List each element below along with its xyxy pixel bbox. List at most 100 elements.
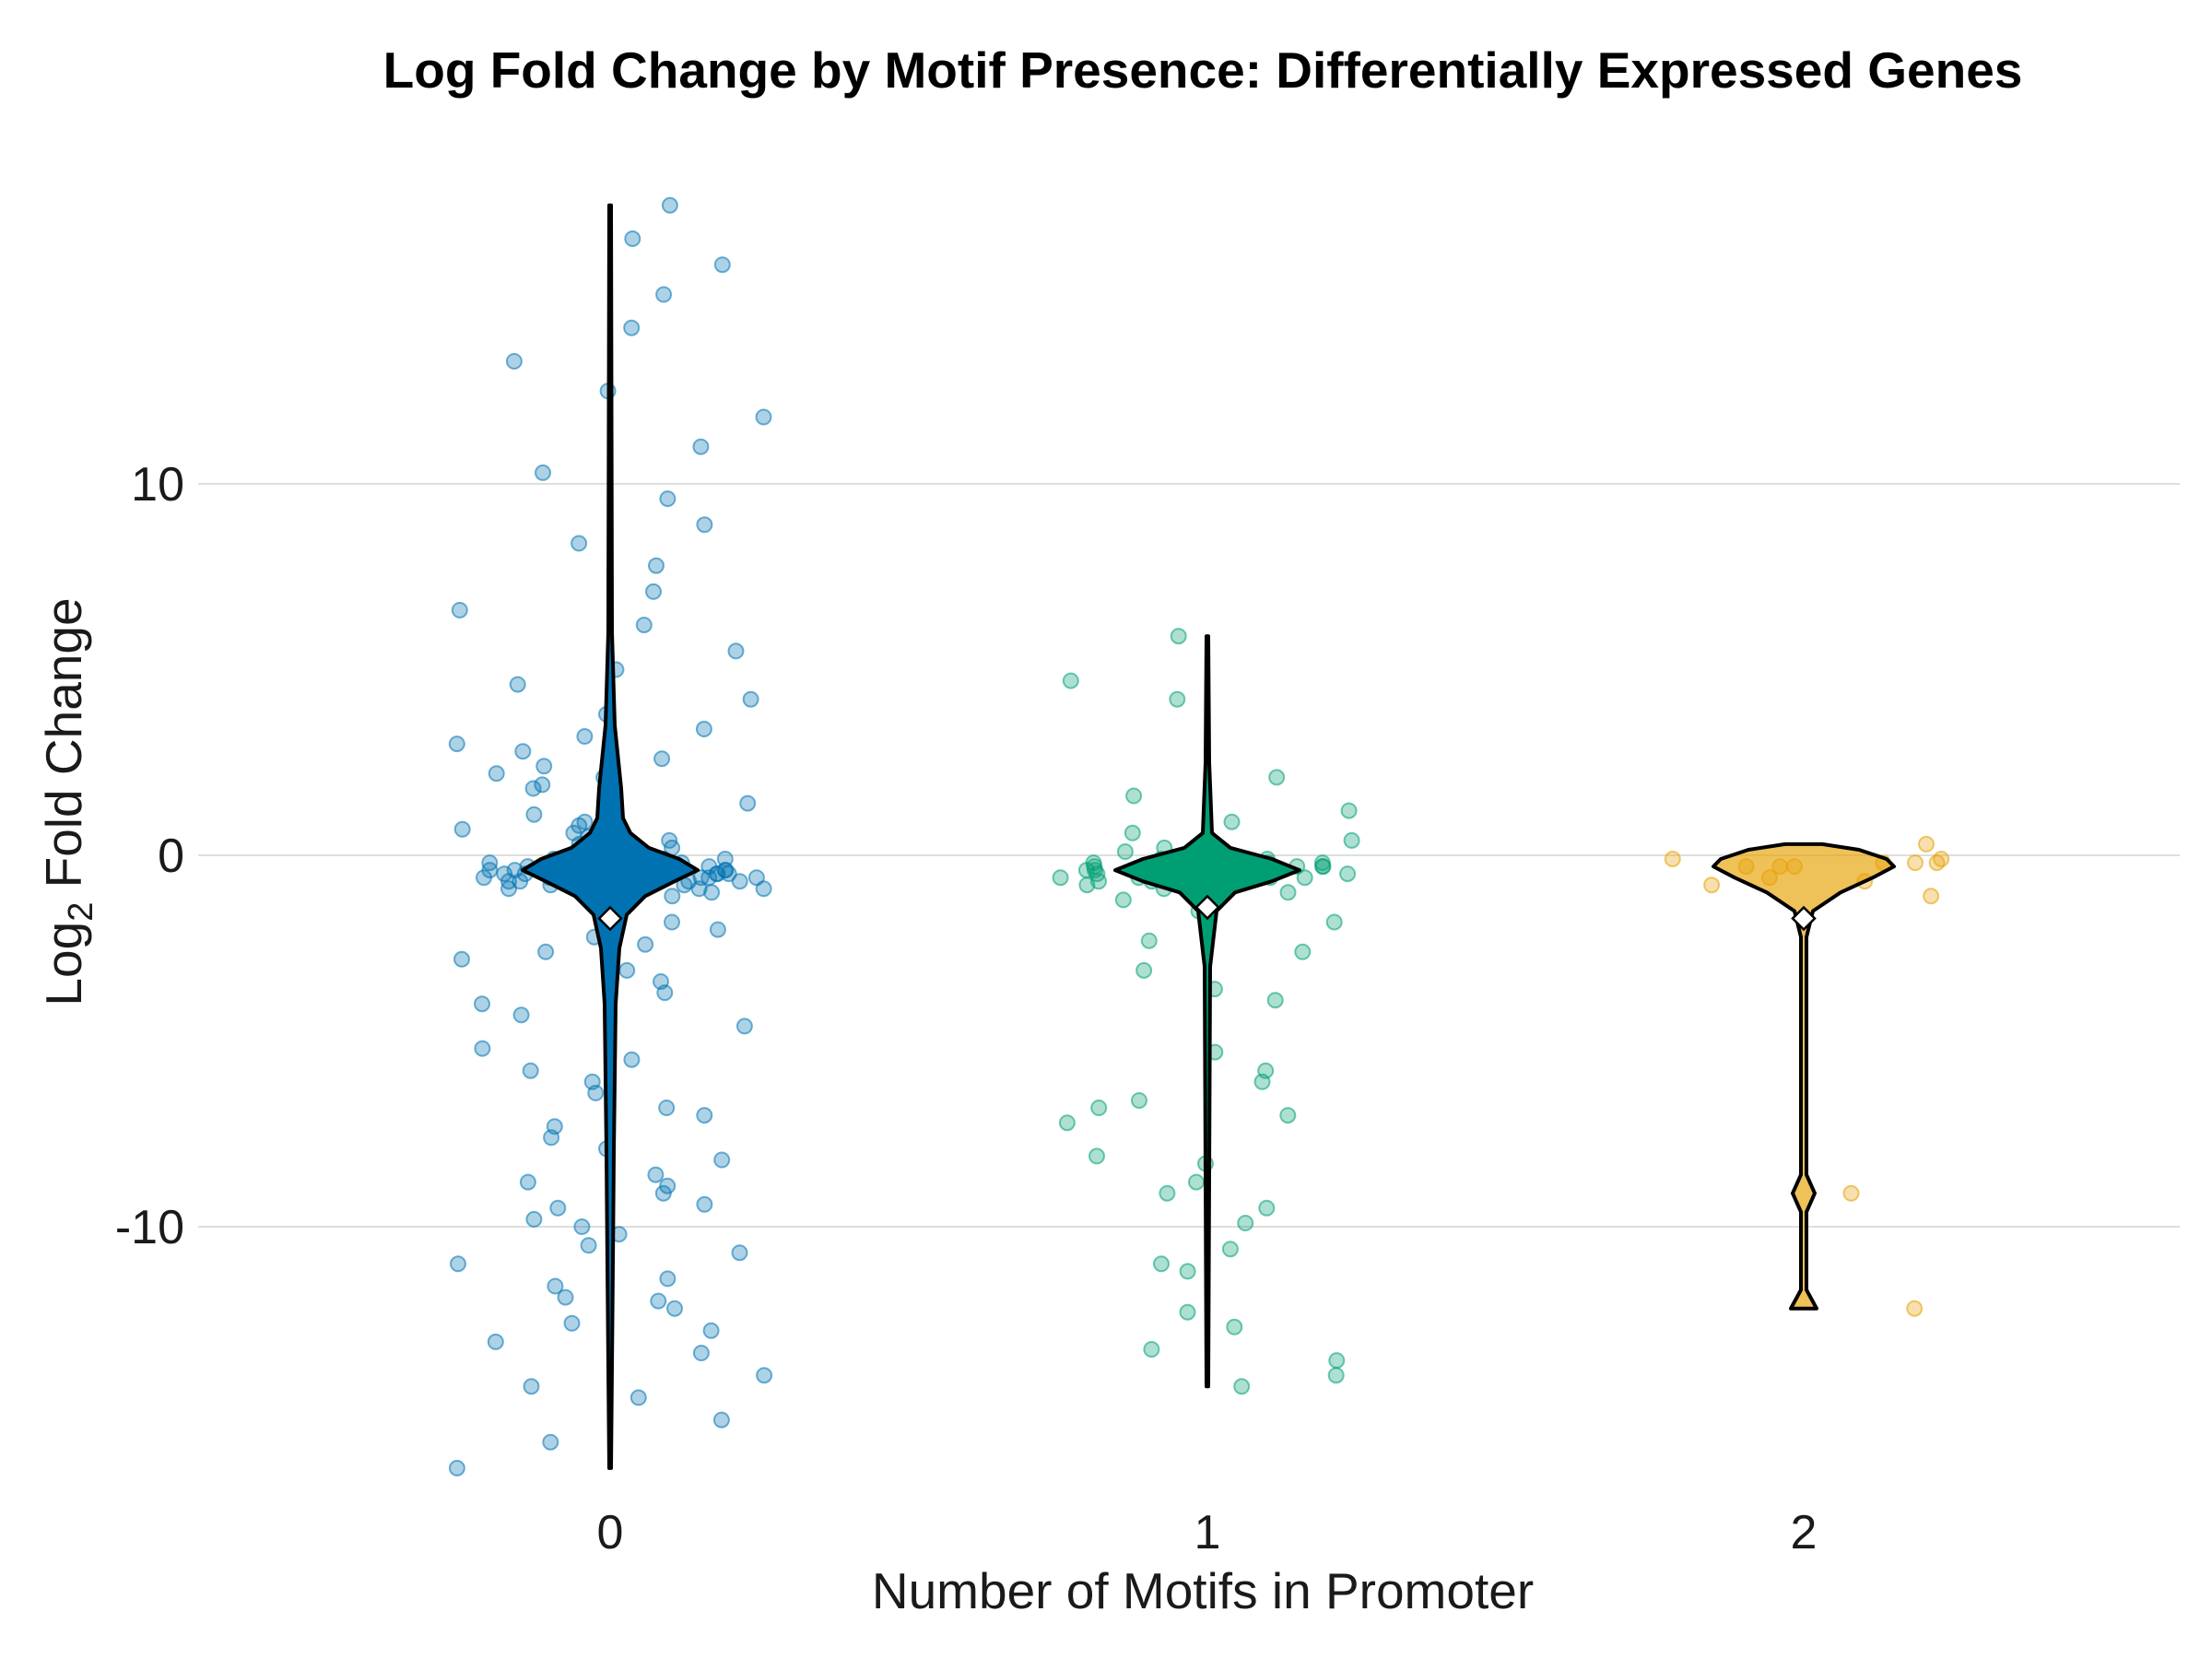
data-point	[664, 888, 681, 905]
data-point	[453, 950, 470, 968]
x-tick-label: 0	[597, 1506, 624, 1559]
data-point	[709, 921, 726, 938]
data-point	[1340, 802, 1358, 819]
data-point	[1253, 1073, 1271, 1090]
data-point	[487, 1333, 504, 1350]
data-point	[747, 869, 765, 887]
data-point	[1135, 961, 1153, 979]
data-point	[1226, 1318, 1243, 1335]
data-point	[1933, 851, 1950, 867]
data-point	[563, 1314, 581, 1332]
data-point	[1339, 865, 1357, 883]
data-point	[756, 1367, 773, 1384]
data-point	[537, 943, 555, 960]
data-point	[1328, 1352, 1346, 1370]
data-point	[1087, 862, 1103, 879]
data-point	[655, 286, 673, 303]
data-point	[1842, 1184, 1860, 1202]
data-point	[448, 1459, 465, 1477]
data-point	[1077, 862, 1095, 879]
y-axis-title-subscript: 2	[62, 902, 100, 922]
data-point	[696, 516, 713, 534]
violin-1	[1113, 634, 1301, 1389]
data-point	[1327, 1367, 1345, 1384]
data-point	[525, 1210, 543, 1228]
data-point	[656, 984, 674, 1002]
data-point	[1664, 851, 1681, 867]
data-point	[755, 408, 772, 426]
data-point	[666, 1300, 683, 1317]
y-tick-label: 0	[158, 830, 184, 883]
data-point	[1088, 1147, 1105, 1165]
data-point	[618, 961, 636, 979]
data-point	[505, 353, 523, 370]
data-point	[659, 490, 677, 508]
data-point	[1279, 884, 1297, 901]
data-point	[637, 935, 654, 953]
data-point	[692, 438, 710, 455]
data-point	[731, 873, 748, 890]
data-point	[523, 1378, 540, 1395]
data-point	[635, 617, 653, 634]
data-point	[535, 464, 551, 481]
data-point	[476, 869, 492, 887]
data-point	[1058, 1114, 1076, 1132]
data-point	[500, 880, 517, 898]
x-tick-label: 2	[1791, 1506, 1818, 1559]
data-point	[547, 1277, 564, 1295]
data-point	[1052, 869, 1069, 887]
y-axis-title: Log2 Fold Change	[35, 597, 100, 1006]
data-point	[557, 1288, 574, 1306]
data-point	[624, 230, 641, 247]
data-point	[1279, 1107, 1297, 1124]
data-point	[648, 557, 665, 574]
data-point	[453, 820, 471, 838]
data-point	[702, 1322, 720, 1339]
data-point	[1188, 1173, 1205, 1191]
data-point	[1179, 1303, 1196, 1321]
x-axis-ticks: 0 1 2	[597, 1506, 1818, 1559]
data-point	[1131, 1092, 1147, 1109]
violins-layer	[521, 203, 1896, 1470]
data-point	[1906, 1300, 1924, 1317]
data-point	[1296, 869, 1313, 887]
data-point	[1125, 787, 1143, 805]
data-point	[580, 1237, 597, 1254]
y-axis-title-rest: Fold Change	[35, 597, 92, 901]
violin-2	[1712, 841, 1896, 1311]
data-point	[629, 1389, 647, 1406]
chart-title: Log Fold Change by Motif Presence: Diffe…	[383, 41, 2023, 99]
data-point	[535, 758, 553, 775]
data-point	[658, 1100, 676, 1116]
data-point	[1918, 835, 1935, 853]
data-point	[573, 1218, 591, 1235]
data-point	[735, 1018, 753, 1035]
data-point	[1266, 992, 1284, 1009]
data-point	[739, 794, 757, 812]
mean-marker-1	[1194, 894, 1220, 921]
data-point	[519, 1173, 536, 1191]
data-point	[712, 1411, 730, 1429]
y-axis-title-base: Log	[35, 922, 92, 1006]
violin-0	[521, 203, 700, 1470]
data-point	[534, 776, 551, 794]
data-point	[549, 1199, 567, 1217]
data-point	[1153, 1255, 1170, 1273]
data-point	[488, 765, 505, 782]
data-point	[525, 806, 543, 823]
data-point	[448, 735, 465, 753]
data-point	[1907, 854, 1924, 872]
data-point	[1062, 672, 1079, 689]
data-point	[514, 743, 532, 760]
data-point	[524, 780, 542, 797]
data-point	[1090, 1100, 1108, 1116]
data-point	[509, 676, 526, 693]
data-point	[583, 1073, 601, 1090]
data-point	[1143, 1341, 1160, 1358]
data-point	[481, 854, 499, 872]
data-point	[1159, 1184, 1176, 1202]
x-tick-label: 1	[1194, 1506, 1221, 1559]
data-point	[1258, 1199, 1276, 1217]
data-point	[727, 642, 745, 660]
data-point	[1703, 877, 1721, 894]
